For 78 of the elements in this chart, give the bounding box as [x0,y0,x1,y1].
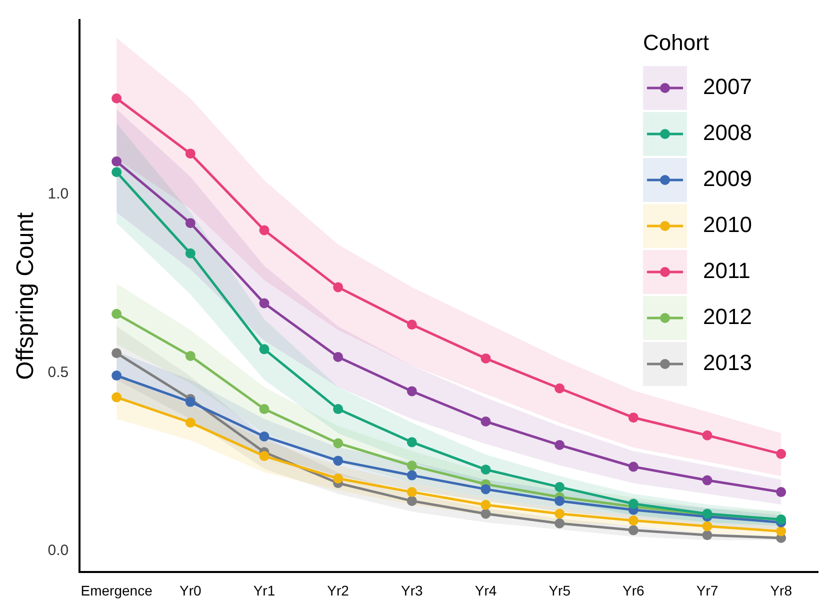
point [480,353,491,364]
point [406,386,417,396]
x-tick-label: Yr2 [327,582,350,598]
y-tick-label: 1.0 [48,186,69,203]
point [554,496,565,506]
point [112,348,122,358]
point [333,282,344,292]
point [185,350,196,361]
point [185,248,196,258]
point [185,218,196,228]
x-tick-label: Emergence [80,582,153,598]
legend-label: 2010 [703,212,752,238]
x-tick-label: Yr8 [770,582,792,598]
point [406,487,417,498]
legend-title: Cohort [643,30,710,56]
point [406,437,417,448]
point [406,470,417,480]
x-tick-label: Yr1 [253,582,276,598]
point [259,451,270,462]
point [185,148,196,159]
x-tick-label: Yr4 [474,582,497,598]
point [554,518,565,528]
point [776,448,786,459]
point [480,484,491,494]
point [185,396,196,407]
legend-label: 2013 [703,350,752,376]
point [406,496,417,506]
point [554,482,565,492]
x-tick-label: Yr6 [622,582,645,598]
point [628,525,638,536]
point [333,474,344,484]
point [702,475,712,486]
point [112,156,122,166]
point [702,521,712,532]
point [259,298,270,308]
legend-label: 2009 [703,166,752,192]
point [112,93,122,104]
point [628,516,638,526]
x-tick-label: Yr5 [548,582,571,598]
point [259,344,270,354]
point [480,508,491,519]
point [406,460,417,471]
point [702,530,712,540]
point [112,167,122,178]
y-tick-label: 0.5 [48,364,69,381]
point [259,225,270,236]
point [628,462,638,472]
point [480,416,491,427]
point [406,320,417,330]
point [112,308,122,319]
point [480,500,491,510]
y-tick-label: 0.0 [48,542,69,559]
point [259,404,270,414]
point [554,440,565,450]
legend-label: 2011 [703,258,750,284]
point [776,487,786,498]
point [333,438,344,448]
point [776,526,786,536]
x-tick-label: Yr0 [180,582,202,598]
point [628,498,638,509]
y-axis-title: Offspring Count [12,212,40,380]
point [112,392,122,402]
point [628,412,638,423]
x-tick-label: Yr3 [401,582,424,598]
point [702,430,712,440]
x-tick-label: Yr7 [696,582,718,598]
point [112,370,122,381]
legend-label: 2012 [703,304,752,330]
point [333,352,344,362]
point [480,464,491,475]
point [259,431,270,442]
legend-label: 2008 [703,120,752,146]
legend-label: 2007 [703,74,752,100]
point [333,404,344,414]
point [554,383,565,394]
point [185,418,196,428]
point [333,456,344,466]
point [554,508,565,519]
